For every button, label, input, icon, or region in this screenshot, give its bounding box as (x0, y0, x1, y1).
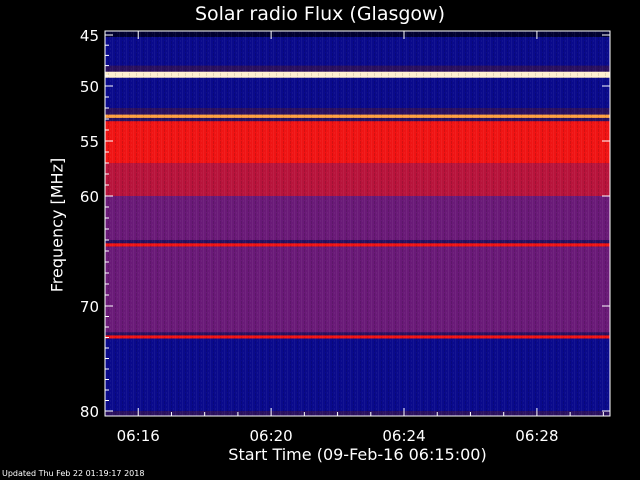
y-tick-label: 80 (80, 403, 99, 421)
x-tick-label: 06:24 (382, 427, 425, 445)
x-tick-label: 06:20 (250, 427, 293, 445)
y-tick-label: 55 (80, 133, 99, 151)
x-tick-label: 06:16 (117, 427, 160, 445)
y-tick-label: 70 (80, 298, 99, 316)
x-axis-label: Start Time (09-Feb-16 06:15:00) (228, 445, 487, 464)
y-axis: 45 50 55 60 70 80 (80, 27, 610, 421)
chart-title: Solar radio Flux (Glasgow) (194, 3, 446, 25)
x-axis: 06:16 06:20 06:24 06:28 (104, 31, 604, 445)
y-tick-label: 45 (80, 27, 99, 45)
spectrogram-texture (105, 31, 610, 416)
y-tick-label: 50 (80, 78, 99, 96)
plot-frame (104, 30, 611, 417)
updated-timestamp: Updated Thu Feb 22 01:19:17 2018 (2, 469, 145, 478)
x-tick-label: 06:28 (515, 427, 558, 445)
y-tick-label: 60 (80, 188, 99, 206)
y-axis-label-text: Frequency [MHz] (47, 157, 67, 293)
